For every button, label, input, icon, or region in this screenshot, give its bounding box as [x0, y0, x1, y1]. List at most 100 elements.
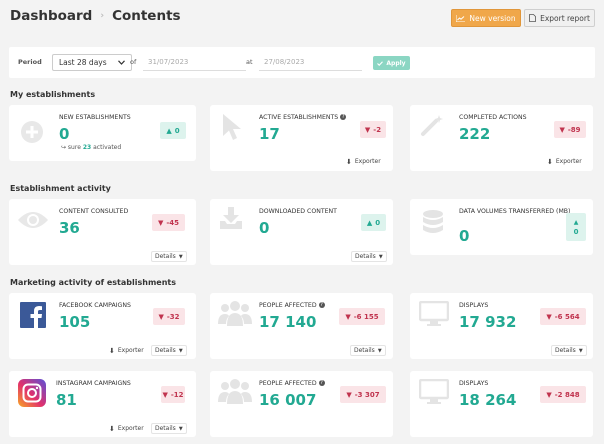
delta-value: 0 — [573, 227, 579, 236]
apply-button[interactable]: Apply — [373, 56, 410, 70]
plus-circle-icon — [21, 121, 43, 143]
activated-note: ↪ sure 23 activated — [61, 144, 121, 151]
breadcrumb-root[interactable]: Dashboard — [10, 8, 93, 24]
card-title: PEOPLE AFFECTED ? — [259, 302, 325, 309]
card-value: 17 140 — [259, 313, 317, 331]
details-button[interactable]: Details ▼ — [350, 345, 386, 356]
delta-badge: ▼ -2 848 — [540, 386, 586, 403]
delta-badge: ▼ -3 307 — [340, 386, 386, 403]
exporter-button[interactable]: ⬇ Exporter — [346, 156, 381, 167]
card-title: ACTIVE ESTABLISHMENTS ? — [259, 114, 347, 121]
card-value: 222 — [459, 125, 491, 143]
question-circle-icon[interactable]: ? — [340, 114, 347, 120]
delta-value: -32 — [166, 312, 180, 321]
card-ig-displays: DISPLAYS 18 264 ▼ -2 848 — [410, 371, 593, 437]
download-icon: ⬇ — [346, 157, 352, 166]
page-title: Contents — [112, 8, 181, 24]
card-title-text: DATA VOLUMES TRANSFERRED (MB) — [459, 208, 571, 215]
card-value: 16 007 — [259, 391, 317, 409]
magic-wand-icon — [421, 115, 443, 136]
export-report-button[interactable]: Export report — [524, 9, 595, 27]
export-report-label: Export report — [540, 13, 590, 23]
triangle-down-icon: ▼ — [364, 125, 371, 134]
delta-value: -2 — [373, 125, 382, 134]
download-tray-icon — [220, 207, 242, 229]
card-data-volumes: DATA VOLUMES TRANSFERRED (MB) 0 ▲ 0 — [410, 199, 593, 255]
details-label: Details — [355, 253, 376, 260]
from-date-input[interactable]: 31/07/2023 — [143, 54, 246, 71]
card-value: 105 — [59, 313, 91, 331]
apply-label: Apply — [386, 59, 406, 67]
chevron-right-icon: › — [100, 11, 105, 21]
card-content-consulted: CONTENT CONSULTED 36 ▼ -45 Details ▼ — [9, 199, 196, 265]
delta-badge: ▲ 0 — [361, 214, 386, 231]
users-icon — [218, 379, 252, 404]
card-value: 18 264 — [459, 391, 517, 409]
card-title: INSTAGRAM CAMPAIGNS — [56, 380, 131, 387]
card-value: 17 — [259, 125, 280, 143]
section-title-marketing: Marketing activity of establishments — [10, 278, 176, 287]
delta-badge: ▲ 0 — [160, 122, 186, 139]
activated-count: 23 — [82, 144, 92, 151]
question-circle-icon[interactable]: ? — [318, 302, 325, 308]
delta-value: -6 155 — [353, 312, 379, 321]
period-select[interactable]: Last 28 days — [52, 54, 132, 71]
triangle-down-icon: ▼ — [157, 218, 164, 227]
delta-badge: ▼ -6 564 — [540, 308, 586, 325]
delta-badge: ▼ -45 — [152, 214, 185, 231]
triangle-down-icon: ▼ — [559, 125, 565, 134]
delta-badge: ▼ -6 155 — [339, 308, 385, 325]
chevron-down-icon: ▼ — [178, 253, 183, 260]
triangle-down-icon: ▼ — [158, 312, 164, 321]
card-completed-actions: COMPLETED ACTIONS 222 ▼ -89 ⬇ Exporter — [410, 105, 593, 171]
to-date-input[interactable]: 27/08/2023 — [259, 54, 362, 71]
delta-value: -89 — [567, 125, 581, 134]
triangle-down-icon: ▼ — [346, 390, 352, 399]
card-value: 81 — [56, 391, 77, 409]
details-button[interactable]: Details ▼ — [151, 345, 187, 356]
question-circle-icon[interactable]: ? — [318, 380, 325, 386]
details-label: Details — [155, 425, 176, 432]
new-version-button[interactable]: New version — [451, 9, 521, 27]
card-title: FACEBOOK CAMPAIGNS — [59, 302, 131, 309]
triangle-up-icon: ▲ — [166, 126, 172, 135]
card-title: DISPLAYS — [459, 302, 489, 309]
delta-value: -3 307 — [354, 390, 380, 399]
chevron-down-icon: ▼ — [377, 347, 382, 354]
chevron-down-icon: ▼ — [578, 347, 583, 354]
delta-badge: ▼ -89 — [554, 121, 586, 138]
card-downloaded-content: DOWNLOADED CONTENT 0 ▲ 0 Details ▼ — [210, 199, 393, 265]
card-instagram-campaigns: INSTAGRAM CAMPAIGNS 81 ▼ -12 ⬇ Exporter De… — [9, 371, 196, 437]
delta-value: -12 — [170, 390, 184, 399]
card-value: 36 — [59, 219, 80, 237]
monitor-icon — [419, 379, 449, 404]
exporter-button[interactable]: ⬇ Exporter — [109, 423, 144, 434]
card-title-text: ACTIVE ESTABLISHMENTS — [259, 114, 339, 121]
delta-badge: ▼ -2 — [360, 121, 386, 138]
chart-line-icon — [456, 14, 466, 22]
delta-badge: ▼ -32 — [153, 308, 185, 325]
at-label: at — [246, 58, 253, 66]
exporter-button[interactable]: ⬇ Exporter — [109, 345, 144, 356]
card-ig-people-affected: PEOPLE AFFECTED ? 16 007 ▼ -3 307 — [210, 371, 393, 437]
chevron-down-icon — [118, 60, 125, 65]
eye-icon — [18, 212, 48, 228]
delta-value: -45 — [166, 218, 180, 227]
file-icon — [529, 14, 536, 22]
details-label: Details — [155, 253, 176, 260]
header: Dashboard › Contents New version Export re… — [0, 0, 604, 36]
details-label: Details — [555, 347, 576, 354]
card-value: 0 — [259, 219, 270, 237]
details-button[interactable]: Details ▼ — [151, 423, 187, 434]
details-button[interactable]: Details ▼ — [151, 251, 187, 262]
details-button[interactable]: Details ▼ — [551, 345, 587, 356]
details-label: Details — [354, 347, 375, 354]
section-title-activity: Establishment activity — [10, 184, 111, 193]
exporter-button[interactable]: ⬇ Exporter — [547, 156, 582, 167]
new-version-label: New version — [469, 13, 516, 23]
card-value: 0 — [459, 227, 470, 245]
details-button[interactable]: Details ▼ — [351, 251, 387, 262]
card-facebook-campaigns: FACEBOOK CAMPAIGNS 105 ▼ -32 ⬇ Exporter De… — [9, 293, 196, 359]
card-new-establishments: NEW ESTABLISHMENTS 0 ↪ sure 23 activated… — [9, 105, 196, 161]
triangle-down-icon: ▼ — [345, 312, 351, 321]
